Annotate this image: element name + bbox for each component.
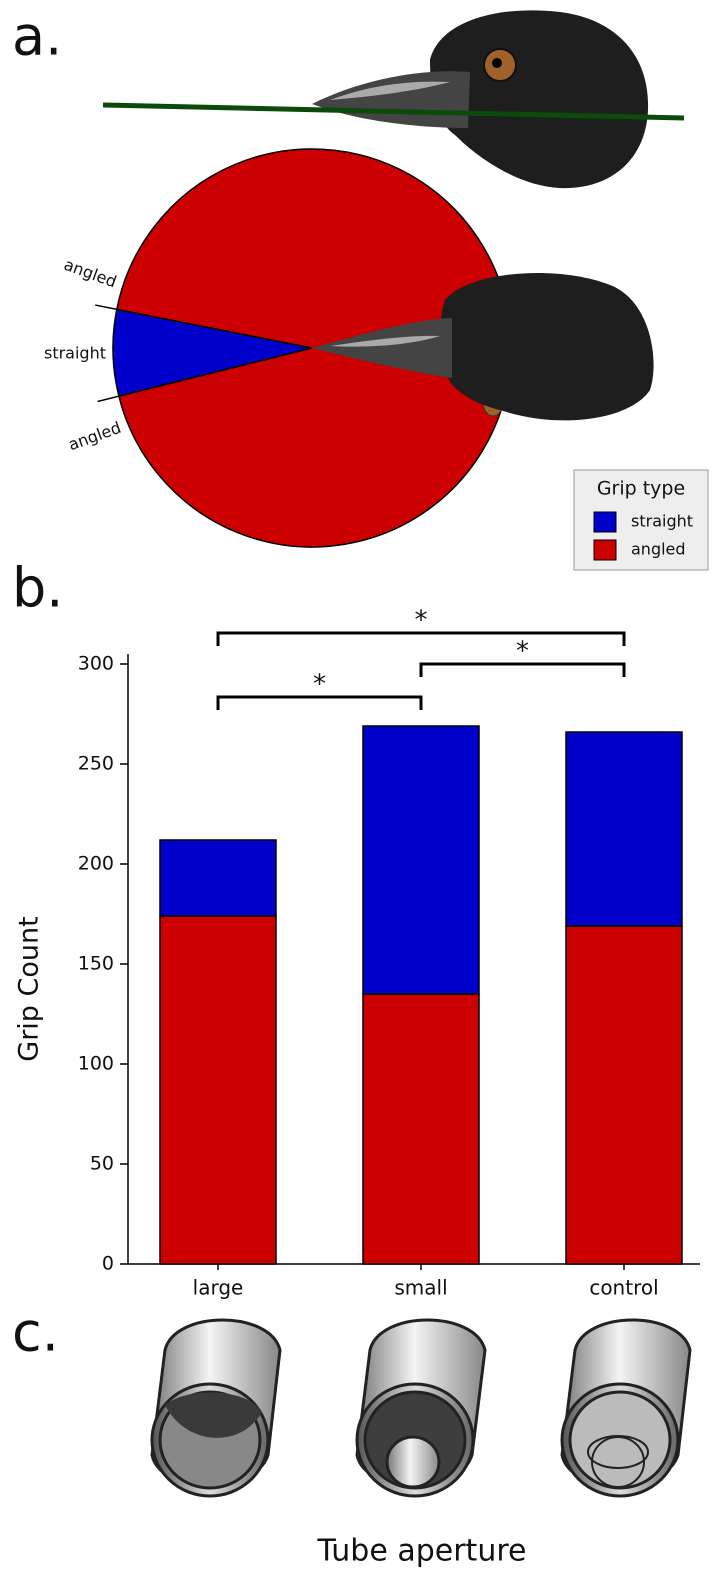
legend-swatch <box>593 511 617 533</box>
significance-label: * <box>516 637 529 667</box>
y-tick-label: 100 <box>78 1053 114 1075</box>
x-tick-label: small <box>394 1276 447 1300</box>
tube-large <box>150 1318 282 1498</box>
bar-segment <box>565 731 683 927</box>
significance-bracket <box>419 662 626 677</box>
legend-swatch <box>593 539 617 561</box>
pie-annotation: straight <box>44 344 106 363</box>
x-tick-label: large <box>193 1276 244 1300</box>
crow-top <box>312 273 654 421</box>
bar-segment <box>362 725 480 995</box>
bar-segment <box>565 925 683 1265</box>
bar-segment <box>159 839 277 917</box>
tube-control <box>560 1318 692 1498</box>
bar-segment <box>159 915 277 1265</box>
panel-label: b. <box>12 557 63 620</box>
significance-label: * <box>313 670 326 700</box>
significance-bracket <box>216 631 626 646</box>
legend-label: angled <box>631 540 686 559</box>
wedge-edge-tick <box>95 304 125 312</box>
wedge-edge-tick <box>97 393 127 403</box>
beak-axis-line <box>102 102 685 121</box>
crow-side <box>312 10 649 189</box>
significance-bracket <box>216 695 423 710</box>
tube-small <box>355 1318 487 1498</box>
y-tick-label: 50 <box>90 1153 114 1175</box>
y-tick-label: 300 <box>78 653 114 675</box>
x-tick-label: control <box>589 1276 658 1300</box>
y-tick-label: 200 <box>78 853 114 875</box>
y-axis-title: Grip Count <box>14 916 45 1061</box>
panel-label: a. <box>12 5 62 68</box>
legend-label: straight <box>631 512 693 531</box>
y-tick-label: 150 <box>78 953 114 975</box>
significance-label: * <box>415 606 428 636</box>
pie-annotation: angled <box>61 255 119 292</box>
y-tick-label: 250 <box>78 753 114 775</box>
y-tick-label: 0 <box>102 1253 114 1275</box>
panel-label: c. <box>12 1301 59 1364</box>
pie-annotation: angled <box>66 418 124 455</box>
bar-segment <box>362 993 480 1265</box>
x-axis-title: Tube aperture <box>317 1534 527 1569</box>
legend-title: Grip type <box>597 478 685 500</box>
bar-layer: 0 50 100 150 200 250 300 large small control Grip … <box>14 606 700 1569</box>
